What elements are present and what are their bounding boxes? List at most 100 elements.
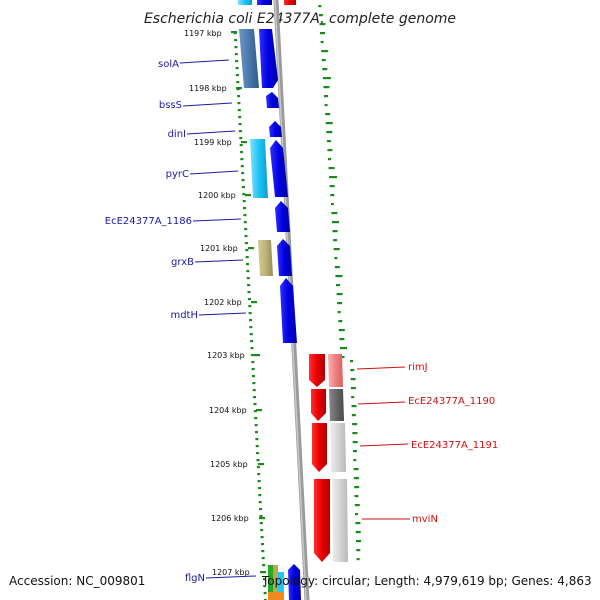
gc-dot — [257, 480, 261, 483]
gc-dot — [235, 60, 239, 63]
gc-dot — [354, 486, 360, 489]
gc-dot — [238, 123, 242, 126]
gc-dot — [326, 131, 333, 134]
kbp-label: 1206 kbp — [211, 514, 249, 523]
gc-dot — [326, 140, 331, 143]
gc-dot — [247, 291, 251, 294]
gc-dot — [236, 81, 240, 84]
gc-dot — [258, 487, 261, 490]
gc-dot — [241, 172, 245, 175]
gc-dot — [252, 382, 256, 385]
leader-line — [359, 443, 409, 447]
leader-line — [179, 59, 230, 64]
gc-dot — [262, 578, 266, 581]
gc-dot — [249, 333, 253, 336]
gc-dot — [352, 441, 358, 444]
leader-line — [194, 259, 244, 263]
gc-dot — [247, 298, 251, 301]
gc-dot — [354, 504, 360, 507]
gc-dot — [318, 5, 322, 8]
gc-dot — [338, 329, 345, 332]
gc-dot — [244, 228, 248, 231]
gene-arrow-bssS — [266, 92, 279, 108]
gc-dot — [329, 185, 335, 188]
gc-dot — [260, 529, 264, 532]
gene-arrow-mviN — [314, 479, 330, 562]
gene-block-top-blue — [257, 0, 272, 5]
gc-dot — [239, 144, 243, 147]
gene-label-grxB: grxB — [171, 257, 194, 268]
gc-dot — [350, 369, 355, 372]
gc-dot — [351, 405, 357, 408]
gene-block-top-cyan — [238, 0, 252, 5]
gene-block-flgN-green — [268, 565, 273, 600]
gc-dot — [262, 564, 266, 567]
gc-dot — [246, 263, 249, 266]
gc-dot — [335, 275, 343, 278]
gc-dot — [322, 77, 331, 80]
kbp-label: 1200 kbp — [198, 191, 236, 200]
gc-dot — [338, 320, 343, 323]
gene-label-EcE24377A_1191: EcE24377A_1191 — [411, 440, 498, 451]
leader-line — [192, 218, 242, 222]
kbp-ruler: 1197 kbp 1198 kbp 1199 kbp 1200 kbp 1201… — [184, 29, 250, 577]
gc-dot — [339, 338, 345, 341]
right-leader-lines — [356, 366, 410, 520]
gene-label-bssS: bssS — [159, 100, 182, 111]
gc-dot — [356, 549, 361, 552]
kbp-label: 1202 kbp — [204, 298, 242, 307]
leader-line — [189, 170, 239, 175]
gc-dot — [243, 207, 246, 210]
gc-dot — [242, 193, 246, 196]
gc-dot — [337, 302, 343, 305]
gc-dot — [329, 176, 338, 179]
gc-dot — [334, 266, 340, 269]
gc-dot — [327, 149, 333, 152]
gc-dot — [237, 95, 241, 98]
gc-dot — [238, 130, 242, 133]
gene-block-solA-homolog — [239, 29, 259, 88]
gc-dot — [322, 68, 328, 71]
gc-dot — [241, 186, 245, 189]
gc-dot — [234, 39, 238, 42]
gene-arrow-rimJ — [309, 354, 325, 387]
kbp-tick — [231, 31, 237, 34]
gene-label-dinI: dinI — [168, 129, 186, 140]
gc-dot — [259, 508, 263, 511]
gc-dot — [255, 431, 258, 434]
gene-block-flgN-orange — [268, 592, 284, 600]
gc-dot — [258, 501, 262, 504]
kbp-label: 1198 kbp — [189, 84, 227, 93]
gc-dot — [256, 459, 260, 462]
gc-dot — [263, 592, 267, 595]
gc-dot — [356, 558, 360, 561]
gc-dot — [243, 221, 247, 224]
gc-dot — [244, 242, 248, 245]
gc-dot — [352, 423, 358, 426]
gc-dot — [251, 368, 255, 371]
gc-dot — [257, 473, 261, 476]
gc-dot — [245, 249, 249, 252]
gc-dot — [354, 495, 359, 498]
gc-dot — [259, 522, 263, 525]
gc-dot — [340, 356, 345, 359]
gc-dot — [240, 158, 244, 161]
kbp-tick — [258, 463, 264, 466]
gc-dot — [261, 543, 264, 546]
gc-dot — [246, 277, 250, 280]
gc-dot — [249, 326, 253, 329]
kbp-tick — [241, 141, 247, 144]
gene-label-EcE24377A_1190: EcE24377A_1190 — [408, 396, 495, 407]
gc-dot — [353, 468, 359, 471]
kbp-label: 1207 kbp — [212, 568, 250, 577]
gc-dot — [325, 113, 331, 116]
gc-dot — [330, 203, 334, 206]
gc-dot — [241, 179, 245, 182]
gene-label-EcE24377A_1186: EcE24377A_1186 — [105, 216, 192, 227]
gene-block-rimJ-homolog — [328, 354, 343, 387]
leader-line — [205, 575, 257, 579]
gc-dot — [319, 23, 326, 26]
gc-dot — [253, 396, 257, 399]
gc-dot — [355, 531, 361, 534]
gc-dot — [259, 515, 263, 518]
